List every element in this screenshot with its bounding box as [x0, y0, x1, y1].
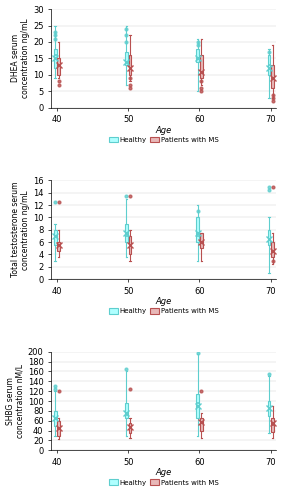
PathPatch shape [125, 404, 128, 418]
X-axis label: Age: Age [156, 297, 172, 306]
PathPatch shape [125, 52, 128, 65]
PathPatch shape [196, 48, 199, 62]
X-axis label: Age: Age [156, 468, 172, 477]
PathPatch shape [57, 58, 60, 75]
PathPatch shape [268, 55, 270, 75]
Legend: Healthy, Patients with MS: Healthy, Patients with MS [107, 306, 221, 317]
PathPatch shape [57, 242, 60, 252]
PathPatch shape [200, 233, 202, 248]
PathPatch shape [129, 236, 131, 255]
PathPatch shape [54, 230, 56, 245]
Y-axis label: Total testosterone serum
concentration ng/mL: Total testosterone serum concentration n… [11, 182, 30, 278]
PathPatch shape [129, 55, 131, 75]
PathPatch shape [54, 48, 56, 68]
PathPatch shape [200, 55, 202, 78]
PathPatch shape [196, 394, 199, 418]
PathPatch shape [271, 65, 274, 88]
PathPatch shape [200, 418, 202, 430]
PathPatch shape [196, 218, 199, 242]
PathPatch shape [271, 242, 274, 258]
PathPatch shape [268, 401, 270, 416]
PathPatch shape [57, 420, 60, 436]
X-axis label: Age: Age [156, 126, 172, 135]
Y-axis label: SHBG serum
concentration nM/L: SHBG serum concentration nM/L [6, 364, 25, 438]
PathPatch shape [54, 411, 56, 426]
PathPatch shape [271, 418, 274, 432]
PathPatch shape [129, 423, 131, 433]
Legend: Healthy, Patients with MS: Healthy, Patients with MS [107, 134, 221, 146]
PathPatch shape [125, 224, 128, 242]
PathPatch shape [268, 230, 270, 245]
Y-axis label: DHEA serum
concentration ng/mL: DHEA serum concentration ng/mL [11, 18, 30, 98]
Legend: Healthy, Patients with MS: Healthy, Patients with MS [107, 476, 221, 488]
